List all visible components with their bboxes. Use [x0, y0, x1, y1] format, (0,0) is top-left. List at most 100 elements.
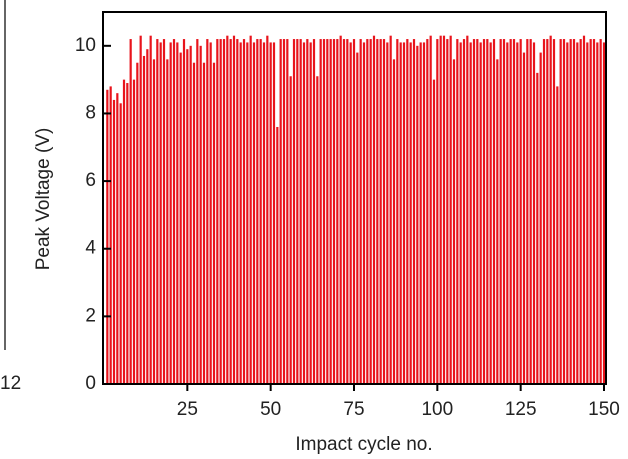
bar [269, 42, 272, 384]
bar [332, 39, 336, 385]
y-axis-label: Peak Voltage (V) [33, 128, 54, 271]
bar [239, 42, 242, 384]
bar [466, 35, 469, 384]
bar [196, 39, 199, 385]
bar [486, 39, 489, 385]
bar [192, 62, 196, 385]
y-tick-label: 10 [75, 35, 96, 56]
bar [219, 39, 222, 385]
x-tick-label: 100 [421, 399, 453, 420]
bar [579, 39, 582, 385]
bar [246, 42, 249, 384]
bar [366, 39, 369, 385]
bar [522, 52, 526, 384]
bar [206, 39, 209, 385]
bar [342, 39, 346, 385]
bar [462, 39, 466, 385]
bar [166, 59, 169, 384]
bar [142, 55, 146, 385]
bar [249, 35, 252, 384]
bar [449, 35, 452, 384]
bar [472, 39, 476, 385]
bar [509, 39, 512, 385]
bar [182, 39, 186, 385]
bar [536, 72, 539, 384]
bar [346, 39, 349, 385]
x-tick-label: 150 [588, 399, 620, 420]
bar [149, 35, 152, 384]
bar [306, 39, 309, 385]
bar [179, 52, 182, 384]
bar [502, 39, 506, 385]
bar [159, 42, 162, 384]
y-tick-label: 4 [85, 238, 96, 259]
bar [349, 42, 352, 384]
bar [566, 42, 569, 384]
bar [152, 59, 156, 384]
bar [416, 45, 419, 385]
bar [519, 39, 522, 385]
bar [319, 39, 322, 385]
bar [546, 39, 549, 385]
bar [456, 39, 459, 385]
bar [422, 42, 426, 384]
bar [496, 59, 499, 384]
bar [229, 39, 232, 385]
bar [482, 39, 486, 385]
bar [539, 52, 542, 384]
bar [586, 42, 589, 384]
bar [559, 39, 562, 385]
bar [226, 35, 229, 384]
bar [326, 39, 329, 385]
bar [356, 52, 359, 384]
bar [352, 39, 356, 385]
bar [376, 39, 379, 385]
bar [232, 35, 236, 384]
bar [409, 42, 412, 384]
bar [162, 39, 166, 385]
bar [572, 39, 576, 385]
bar [289, 76, 292, 384]
bar [576, 42, 579, 384]
bar [556, 86, 559, 385]
bar [282, 39, 286, 385]
bar [459, 42, 462, 384]
bar [169, 42, 172, 384]
bar [542, 39, 546, 385]
bar [479, 42, 482, 384]
bar [552, 39, 556, 385]
bar [279, 39, 282, 385]
bar [136, 62, 139, 385]
bar [442, 35, 446, 384]
bar [256, 39, 259, 385]
bar [379, 39, 382, 385]
bar [389, 35, 392, 384]
bar [596, 42, 599, 384]
bar [132, 79, 136, 385]
bar [499, 39, 502, 385]
bar [516, 42, 519, 384]
bar [172, 39, 176, 385]
bar [339, 35, 342, 384]
bar [386, 42, 389, 384]
bar [129, 39, 132, 385]
y-tick-label: 6 [85, 170, 96, 191]
bar [399, 42, 402, 384]
bar [506, 42, 509, 384]
bar [489, 42, 492, 384]
bar [189, 45, 192, 385]
bar [532, 42, 536, 384]
bar [526, 39, 529, 385]
x-axis-label: Impact cycle no. [295, 434, 432, 455]
bar [452, 59, 456, 384]
x-tick-label: 75 [343, 399, 364, 420]
bar [216, 39, 219, 385]
bar [146, 49, 149, 384]
bar [412, 39, 416, 385]
bar [292, 39, 296, 385]
bar [599, 39, 602, 385]
bar [286, 39, 289, 385]
bar [322, 39, 326, 385]
bar [362, 42, 366, 384]
